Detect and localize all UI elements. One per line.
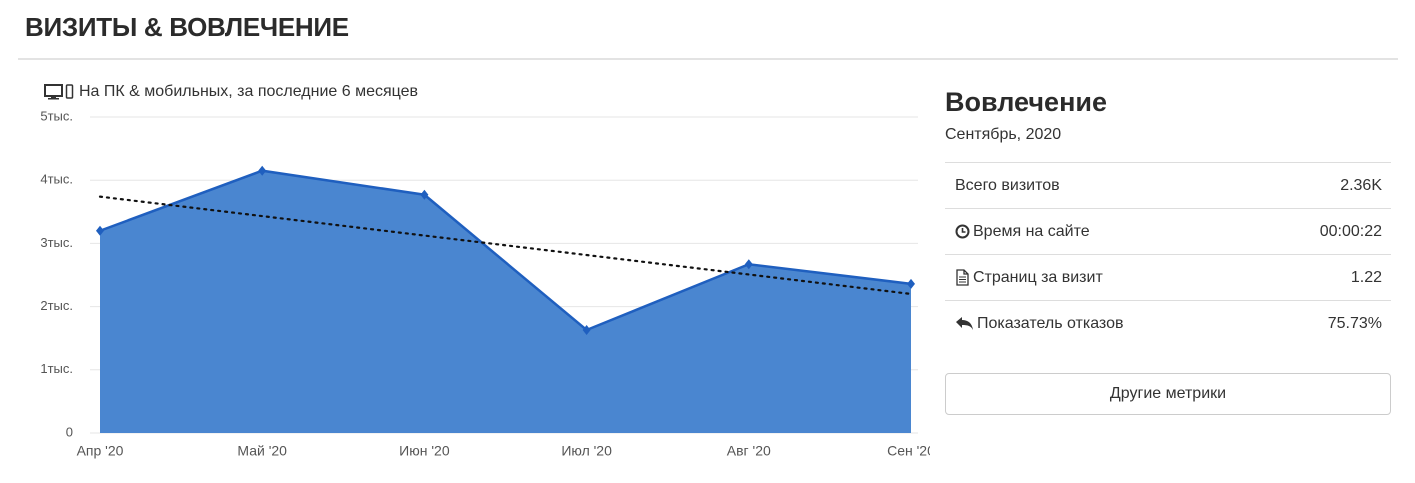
point-marker — [744, 259, 753, 270]
y-tick-label: 3тыс. — [40, 235, 73, 250]
y-tick-label: 5тыс. — [40, 108, 73, 123]
x-tick-label: Апр '20 — [77, 443, 124, 459]
metric-row: Всего визитов 2.36K — [945, 162, 1391, 208]
metric-label: Всего визитов — [955, 176, 1060, 194]
point-marker — [96, 225, 104, 236]
point-marker — [420, 189, 429, 200]
x-tick-label: Май '20 — [237, 443, 287, 459]
divider — [18, 58, 1398, 60]
metric-row: Время на сайте 00:00:22 — [945, 208, 1391, 254]
y-tick-label: 4тыс. — [40, 172, 73, 187]
panel-subtitle: Сентябрь, 2020 — [945, 126, 1062, 143]
chart: На ПК & мобильных, за последние 6 месяце… — [40, 83, 930, 459]
x-tick-label: Авг '20 — [727, 443, 771, 459]
x-tick-label: Сен '20 — [887, 443, 930, 459]
metric-value: 2.36K — [1340, 176, 1382, 194]
metric-value: 75.73% — [1327, 314, 1382, 332]
clock-icon — [955, 224, 970, 239]
page-icon — [956, 269, 969, 286]
y-tick-label: 2тыс. — [40, 298, 73, 313]
metric-row: Показатель отказов 75.73% — [945, 300, 1391, 346]
y-tick-label: 1тыс. — [40, 361, 73, 376]
more-metrics-button[interactable]: Другие метрики — [945, 373, 1391, 415]
area — [100, 170, 911, 433]
metric-label: Страниц за визит — [973, 268, 1103, 286]
point-marker — [258, 165, 267, 176]
metric-value: 00:00:22 — [1319, 222, 1382, 240]
y-tick-label: 0 — [66, 424, 73, 439]
x-tick-label: Июл '20 — [561, 443, 612, 459]
panel-title: Вовлечение — [945, 87, 1107, 117]
metric-label: Показатель отказов — [977, 314, 1124, 332]
x-tick-label: Июн '20 — [399, 443, 450, 459]
device-icon — [44, 84, 74, 100]
metric-row: Страниц за визит 1.22 — [945, 254, 1391, 300]
point-marker — [582, 324, 591, 335]
trend-line — [98, 195, 913, 296]
page-title: ВИЗИТЫ & ВОВЛЕЧЕНИЕ — [25, 12, 349, 42]
metric-label: Время на сайте — [973, 222, 1090, 240]
bounce-icon — [956, 317, 973, 330]
point-marker — [907, 278, 915, 289]
metric-value: 1.22 — [1350, 268, 1382, 286]
engagement-panel: Вовлечение Сентябрь, 2020 Всего визитов 2… — [945, 84, 1391, 415]
chart-subtitle: На ПК & мобильных, за последние 6 месяце… — [79, 83, 418, 100]
line — [99, 169, 912, 332]
